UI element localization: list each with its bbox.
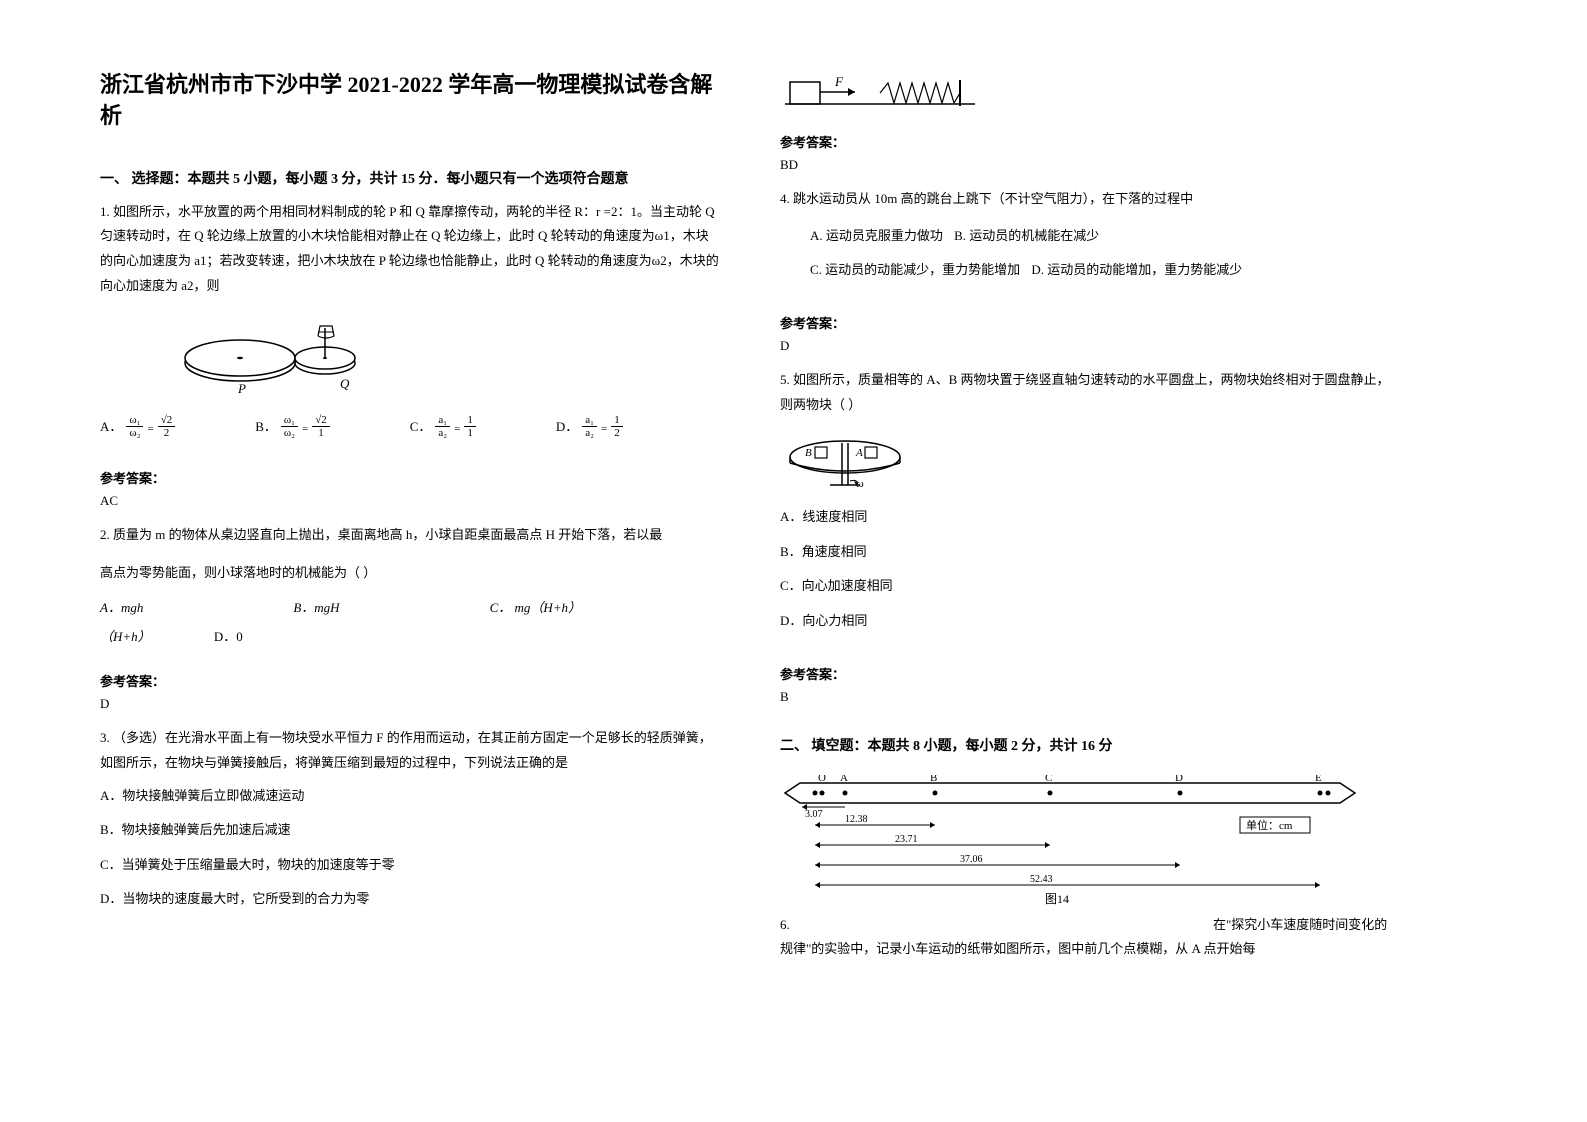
q2-opt-c: C． mg（H+h） [490,596,581,621]
question-6: 6. 在"探究小车速度随时间变化的规律"的实验中，记录小车运动的纸带如图所示，图… [780,913,1400,962]
q2-text1: 2. 质量为 m 的物体从桌边竖直向上抛出，桌面离地高 h，小球自距桌面最高点 … [100,523,720,548]
q6-val4: 52.43 [1030,874,1053,885]
q6-label-c: C [1045,775,1052,784]
q1-options: A． ω₁ω₂ = √22 B． ω₁ω₂ = √21 C． a₁a₂ = 11… [100,414,720,439]
q6-val1: 12.38 [845,814,868,825]
q4-opt-c: C. 运动员的动能减少，重力势能增加 [810,262,1020,277]
q2-opt-b: B．mgH [293,596,339,621]
q1-answer: AC [100,493,720,509]
q4-answer: D [780,338,1400,354]
q6-label-b: B [930,775,937,784]
q6-label-e: E [1315,775,1322,784]
q3-opt-b: B．物块接触弹簧后先加速后减速 [100,816,720,845]
question-4: 4. 跳水运动员从 10m 高的跳台上跳下（不计空气阻力），在下落的过程中 A.… [780,187,1400,291]
q6-text: 在"探究小车速度随时间变化的规律"的实验中，记录小车运动的纸带如图所示，图中前几… [780,917,1387,957]
left-column: 浙江省杭州市市下沙中学 2021-2022 学年高一物理模拟试卷含解析 一、 选… [100,70,720,1092]
q5-text: 5. 如图所示，质量相等的 A、B 两物块置于绕竖直轴匀速转动的水平圆盘上，两物… [780,368,1400,417]
q5-opt-b: B．角速度相同 [780,538,1400,567]
q6-val2: 23.71 [895,834,918,845]
q5-answer: B [780,689,1400,705]
q3-figure: F [780,74,1000,114]
q4-text: 4. 跳水运动员从 10m 高的跳台上跳下（不计空气阻力），在下落的过程中 [780,187,1400,212]
q5-opt-d: D．向心力相同 [780,607,1400,636]
q1-label-p: P [237,381,246,396]
q3-answer: BD [780,157,1400,173]
q3-text: 3. （多选）在光滑水平面上有一物块受水平恒力 F 的作用而运动，在其正前方固定… [100,726,720,775]
q5-figure: B A ω [780,425,900,495]
q2-text2: 高点为零势能面，则小球落地时的机械能为（ ） [100,561,720,586]
q6-figure: O A B C D E 3.07 12.38 单位：cm 23.71 37.06 [780,775,1360,905]
q6-prefix: 6. [780,917,790,932]
q4-opt-b: B. 运动员的机械能在减少 [954,228,1099,243]
q5-answer-label: 参考答案： [780,664,1400,683]
q1-figure: P Q [180,308,380,408]
q1-opt-d: D． a₁a₂ = 12 [556,414,623,439]
q5-label-a: A [855,447,863,459]
q3-answer-label: 参考答案： [780,132,1400,151]
q6-label-a: A [840,775,848,784]
question-2: 2. 质量为 m 的物体从桌边竖直向上抛出，桌面离地高 h，小球自距桌面最高点 … [100,523,720,650]
q4-answer-label: 参考答案： [780,313,1400,332]
q2-opt-a: A．mgh [100,596,143,621]
q5-opt-a: A．线速度相同 [780,503,1400,532]
q3-label-f: F [834,74,844,89]
q6-label-d: D [1175,775,1183,784]
q2-opt-d: D．0 [214,629,243,644]
q5-label-b: B [805,447,812,459]
exam-title: 浙江省杭州市市下沙中学 2021-2022 学年高一物理模拟试卷含解析 [100,70,720,132]
q4-opt-d: D. 运动员的动能增加，重力势能减少 [1031,262,1242,277]
q2-answer-label: 参考答案： [100,671,720,690]
q3-opt-d: D．当物块的速度最大时，它所受到的合力为零 [100,885,720,914]
section2-header: 二、 填空题：本题共 8 小题，每小题 2 分，共计 16 分 [780,735,1400,755]
question-5: 5. 如图所示，质量相等的 A、B 两物块置于绕竖直轴匀速转动的水平圆盘上，两物… [780,368,1400,642]
q1-opt-b: B． ω₁ω₂ = √21 [255,414,330,439]
q1-answer-label: 参考答案： [100,468,720,487]
q6-caption: 图14 [1045,892,1069,906]
right-column: F 参考答案： BD 4. 跳水运动员从 10m 高的跳台上跳下（不计空气阻力）… [780,70,1400,1092]
q6-val3: 37.06 [960,854,983,865]
q3-opt-c: C．当弹簧处于压缩量最大时，物块的加速度等于零 [100,851,720,880]
q2-answer: D [100,696,720,712]
question-1: 1. 如图所示，水平放置的两个用相同材料制成的轮 P 和 Q 靠摩擦传动，两轮的… [100,200,720,446]
question-3: 3. （多选）在光滑水平面上有一物块受水平恒力 F 的作用而运动，在其正前方固定… [100,726,720,920]
q6-unit: 单位：cm [1246,818,1293,832]
q5-label-omega: ω [856,478,864,490]
section1-header: 一、 选择题：本题共 5 小题，每小题 3 分，共计 15 分．每小题只有一个选… [100,168,720,188]
q1-opt-c: C． a₁a₂ = 11 [410,414,476,439]
q6-label-o: O [818,775,826,784]
q1-opt-a: A． ω₁ω₂ = √22 [100,414,175,439]
q1-text: 1. 如图所示，水平放置的两个用相同材料制成的轮 P 和 Q 靠摩擦传动，两轮的… [100,200,720,299]
q6-val0: 3.07 [805,809,823,820]
q3-opt-a: A．物块接触弹簧后立即做减速运动 [100,782,720,811]
q4-opt-a: A. 运动员克服重力做功 [810,228,943,243]
q1-label-q: Q [340,376,350,391]
q5-opt-c: C．向心加速度相同 [780,572,1400,601]
